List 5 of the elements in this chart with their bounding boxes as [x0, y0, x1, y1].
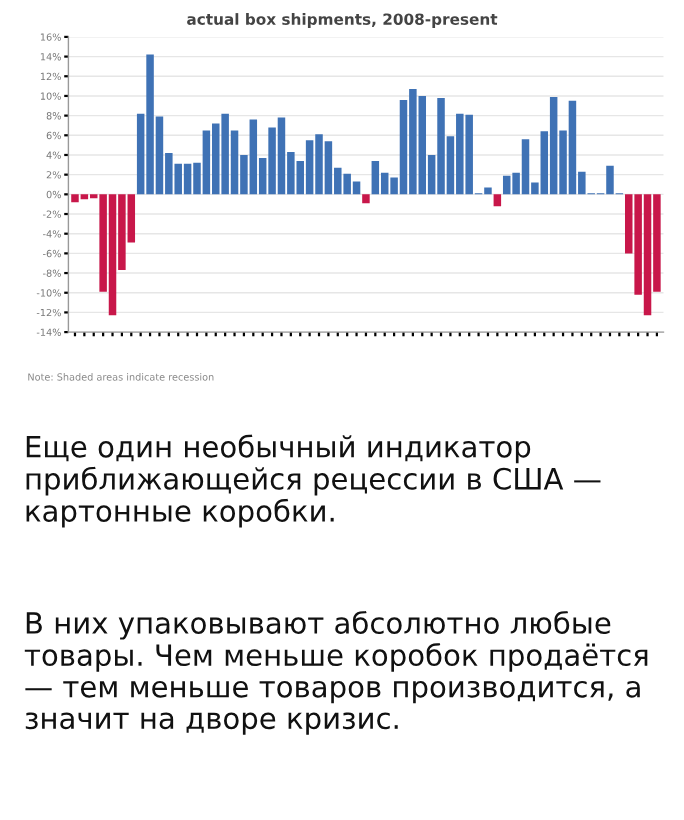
text: Еще один необычный индикатор приближающейся рецессии в США — картонные коробки. [26, 434, 601, 528]
bar [362, 194, 370, 204]
bar [371, 160, 380, 195]
bar [493, 194, 502, 207]
text: В них упаковывают абсолютно любые товары. Чем меньше коробок продаётся — тем меньше товаров производится, а значит на дворе кризис. [24, 610, 648, 735]
